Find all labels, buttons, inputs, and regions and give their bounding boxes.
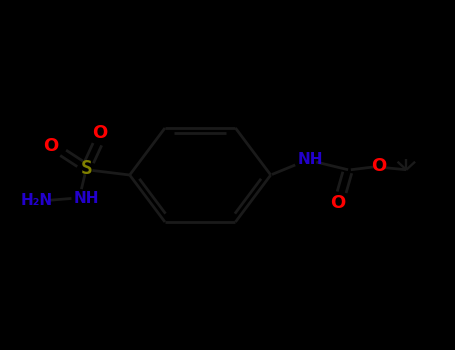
Text: NH: NH	[298, 153, 323, 167]
Text: H₂N: H₂N	[20, 194, 52, 208]
Text: S: S	[81, 159, 92, 177]
Text: O: O	[43, 137, 59, 155]
Text: O: O	[330, 194, 345, 212]
Text: O: O	[371, 157, 387, 175]
Text: O: O	[92, 124, 108, 142]
Text: NH: NH	[74, 191, 99, 206]
